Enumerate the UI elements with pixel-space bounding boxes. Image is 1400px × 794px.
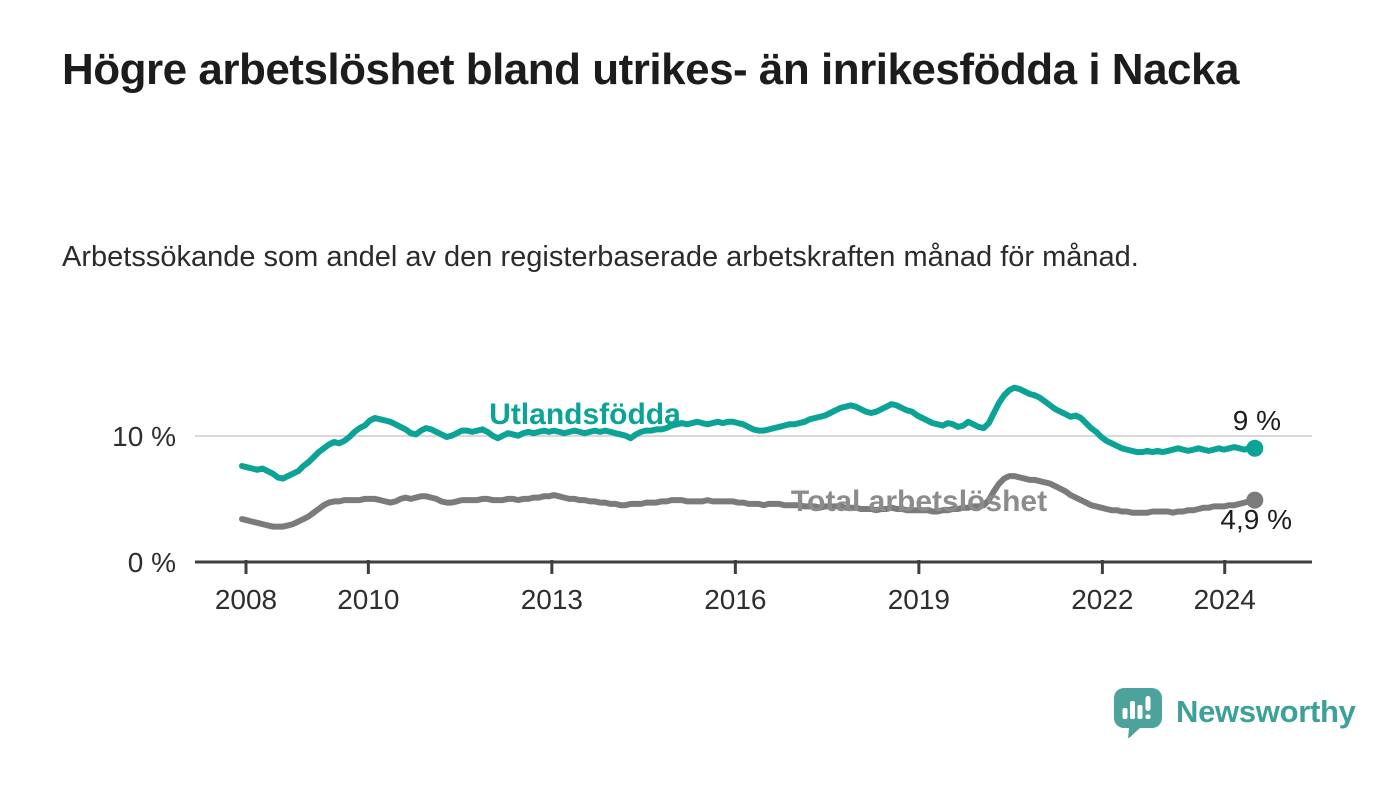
x-tick-label: 2013 <box>521 584 583 615</box>
end-value-total: 4,9 % <box>1220 504 1292 535</box>
y-tick-label-0: 0 % <box>128 547 176 578</box>
x-tick-label: 2008 <box>215 584 277 615</box>
line-total-arbetsloshet <box>239 473 1258 530</box>
branding-footer: Newsworthy <box>1112 686 1356 738</box>
x-axis-ticks: 2008 2010 2013 2016 2019 2022 2024 <box>215 560 1256 615</box>
series-label-total: Total arbetslöshet <box>791 485 1047 518</box>
end-value-utlandsfodda: 9 % <box>1233 405 1281 436</box>
x-tick-label: 2016 <box>704 584 766 615</box>
x-tick-label: 2022 <box>1071 584 1133 615</box>
line-utlandsfodda <box>239 384 1258 482</box>
end-dot-utlandsfodda <box>1246 439 1264 457</box>
series-label-utlandsfodda: Utlandsfödda <box>489 398 681 431</box>
logo-bars <box>1122 696 1151 719</box>
brand-wordmark: Newsworthy <box>1176 694 1356 729</box>
x-tick-label: 2024 <box>1194 584 1256 615</box>
x-tick-label: 2019 <box>888 584 950 615</box>
y-tick-label-10: 10 % <box>112 421 176 452</box>
chart-subtitle: Arbetssökande som andel av den registerb… <box>62 241 1139 273</box>
page-title: Högre arbetslöshet bland utrikes- än inr… <box>62 45 1239 94</box>
end-dot-total <box>1246 491 1264 509</box>
x-tick-label: 2010 <box>337 584 399 615</box>
newsworthy-logo-icon <box>1114 688 1162 738</box>
